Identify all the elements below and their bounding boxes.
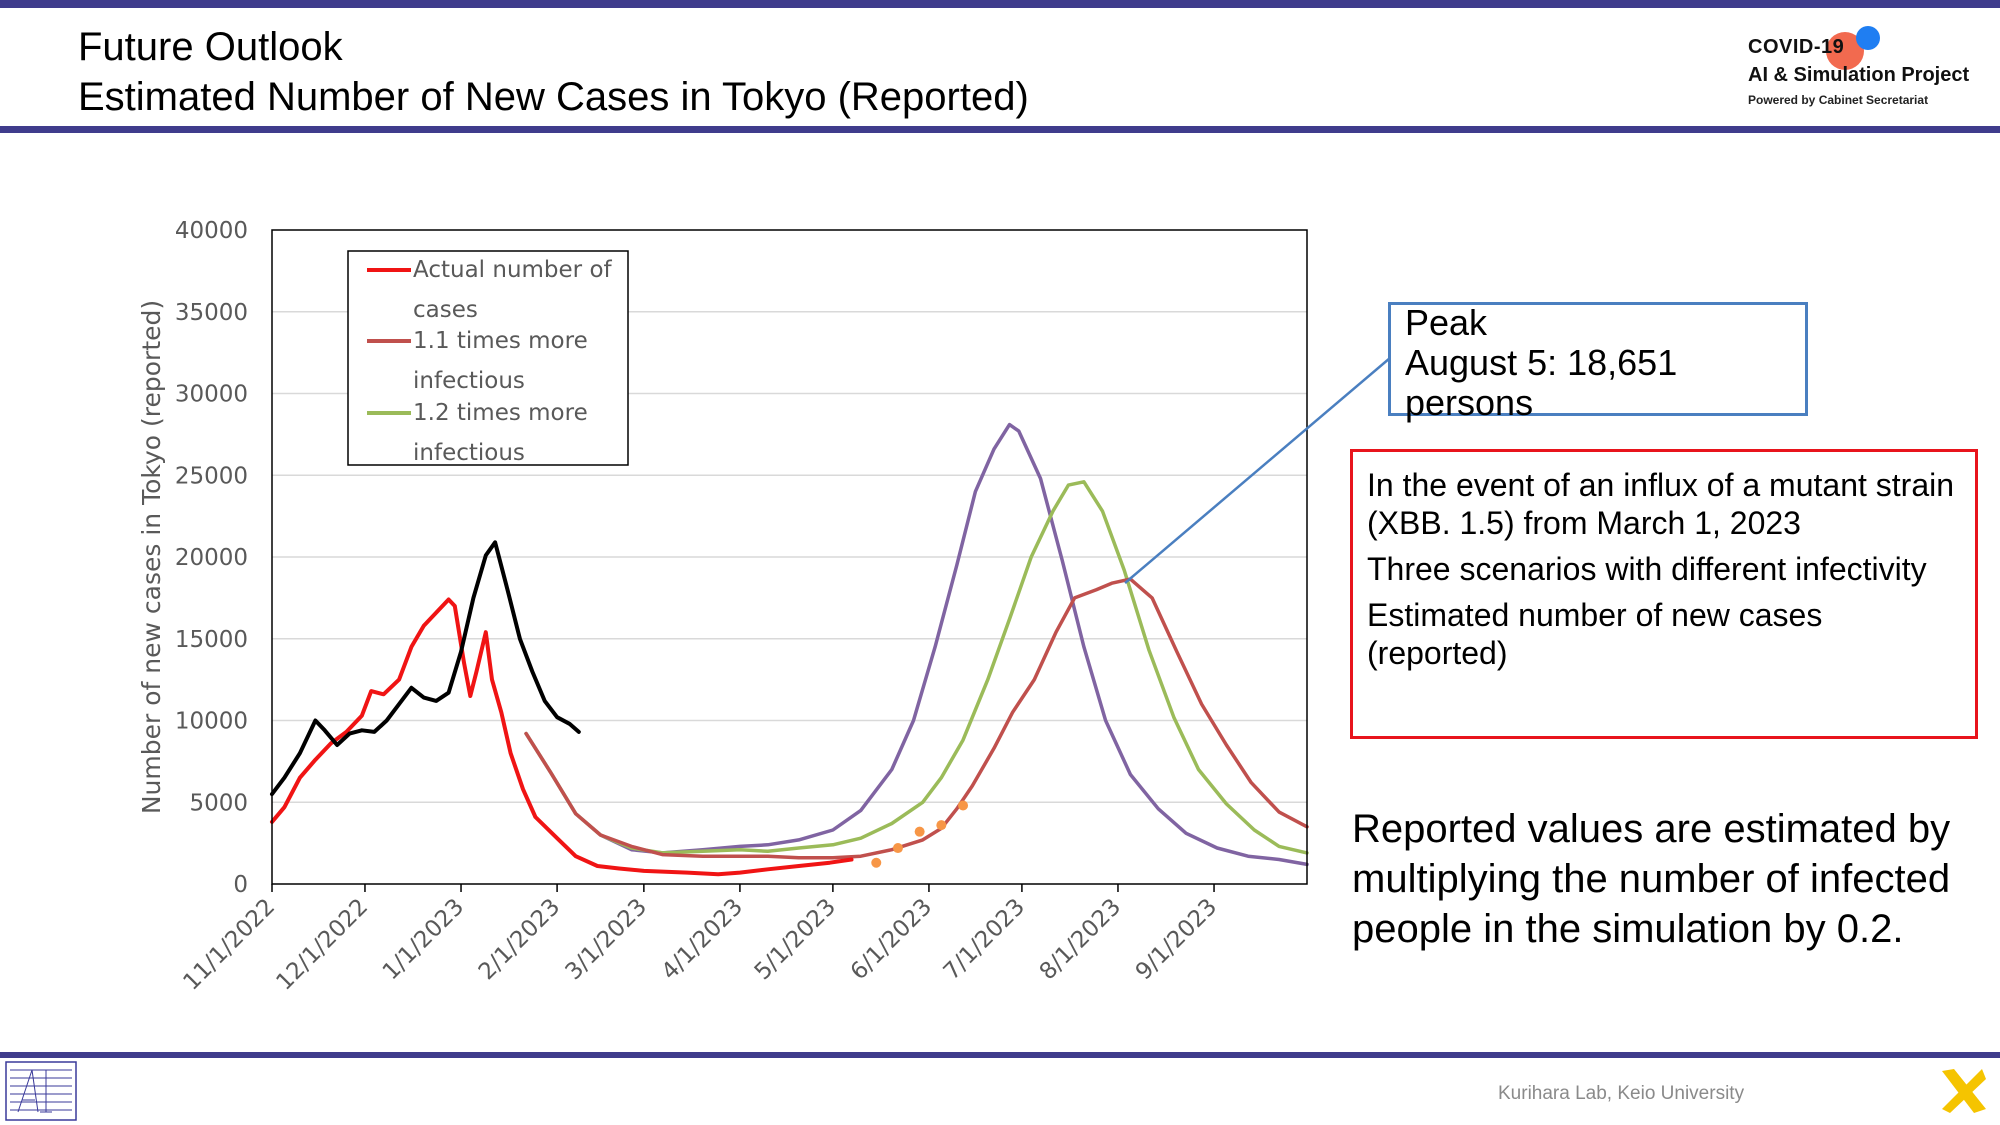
series-line-0 xyxy=(270,597,854,877)
y-tick-label: 0 xyxy=(233,872,248,898)
peak-callout-line xyxy=(1124,357,1391,584)
x-tick-label: 4/1/2023 xyxy=(657,894,748,985)
footer-credit: Kurihara Lab, Keio University xyxy=(1498,1083,1745,1104)
y-tick-labels: 0 5000 10000 15000 20000 25000 30000 35000 40000 xyxy=(175,218,248,898)
footer-rule xyxy=(0,1052,2000,1058)
legend-label-x12-2: infectious xyxy=(413,440,525,466)
header-rule xyxy=(0,126,2000,133)
top-rule xyxy=(0,0,2000,8)
y-tick-label: 10000 xyxy=(175,709,248,735)
observed-point xyxy=(892,843,903,854)
series-layer xyxy=(270,422,1309,877)
x-tick-label: 9/1/2023 xyxy=(1131,894,1222,985)
x-tick-label: 3/1/2023 xyxy=(561,894,652,985)
legend-label-x11-1: 1.1 times more xyxy=(413,328,588,354)
legend-label-x12-1: 1.2 times more xyxy=(413,400,588,426)
y-tick-label: 40000 xyxy=(175,218,248,244)
observed-point xyxy=(871,857,882,868)
title-line-1: Future Outlook xyxy=(78,25,343,69)
legend-label-x11-2: infectious xyxy=(413,368,525,394)
x-tick-label: 12/1/2022 xyxy=(271,894,373,996)
y-tick-label: 15000 xyxy=(175,627,248,653)
x-tick-label: 1/1/2023 xyxy=(378,894,469,985)
y-tick-label: 25000 xyxy=(175,463,248,489)
peak-line-3: persons xyxy=(1405,382,1534,423)
title-line-2: Estimated Number of New Cases in Tokyo (… xyxy=(78,75,1029,119)
x-tick-label: 2/1/2023 xyxy=(474,894,565,985)
logo-line-2: AI & Simulation Project xyxy=(1748,64,1970,86)
x-tick-label: 8/1/2023 xyxy=(1035,894,1126,985)
scenario-paragraph-3: Estimated number of new cases (reported) xyxy=(1367,597,1823,671)
logo-line-1: COVID-19 xyxy=(1748,36,1845,58)
logo-line-3: Powered by Cabinet Secretariat xyxy=(1748,93,1929,107)
scenario-paragraph-1: In the event of an influx of a mutant st… xyxy=(1367,467,1955,541)
observed-point xyxy=(936,820,947,831)
y-tick-label: 35000 xyxy=(175,300,248,326)
peak-callout: Peak August 5: 18,651 persons xyxy=(1388,302,1808,423)
scenario-description: In the event of an influx of a mutant st… xyxy=(1350,449,1978,739)
reporting-note: Reported values are estimated by multipl… xyxy=(1352,807,1951,951)
x-tick-label: 11/1/2022 xyxy=(178,894,280,996)
page-title: Future Outlook Estimated Number of New C… xyxy=(78,22,1029,122)
legend-label-actual-1: Actual number of xyxy=(413,257,613,283)
y-axis-label: Number of new cases in Tokyo (reported) xyxy=(137,300,166,814)
chart-legend: Actual number of cases 1.1 times more in… xyxy=(347,250,629,466)
plot-frame xyxy=(271,229,1308,885)
x-tick-label: 7/1/2023 xyxy=(939,894,1030,985)
legend-label-actual-2: cases xyxy=(413,297,478,323)
x-tick-label: 6/1/2023 xyxy=(846,894,937,985)
series-line-3 xyxy=(524,422,1309,867)
kurihara-lab-logo xyxy=(5,1061,77,1121)
series-line-2 xyxy=(524,480,1309,855)
observed-point xyxy=(958,800,969,811)
y-tick-label: 20000 xyxy=(175,545,248,571)
x-mark-logo xyxy=(1942,1069,1986,1113)
series-line-1 xyxy=(524,577,1309,860)
y-tick-label: 30000 xyxy=(175,382,248,408)
y-tick-label: 5000 xyxy=(189,790,248,816)
peak-line-1: Peak xyxy=(1405,302,1488,343)
logo-blue-dot xyxy=(1856,26,1880,50)
peak-line-2: August 5: 18,651 xyxy=(1405,342,1678,383)
project-logo: COVID-19 AI & Simulation Project Powered… xyxy=(1746,26,1986,120)
scenario-paragraph-2: Three scenarios with different infectivi… xyxy=(1367,551,1927,587)
legend-box xyxy=(347,250,629,466)
x-tick-label: 5/1/2023 xyxy=(750,894,841,985)
series-line-4 xyxy=(270,540,581,797)
observed-point xyxy=(914,826,925,837)
